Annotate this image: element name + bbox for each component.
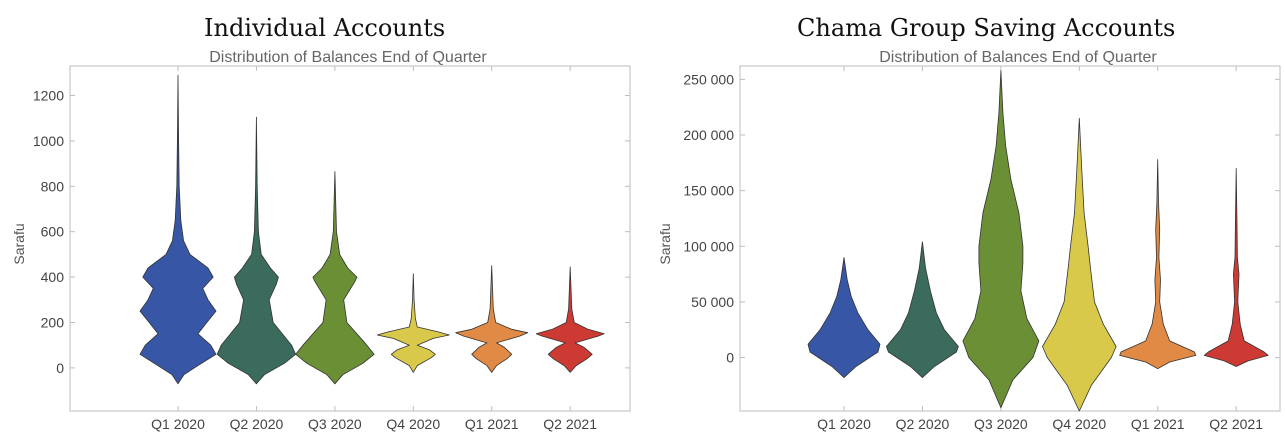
y-tick-label: 250 000 <box>683 71 734 87</box>
x-tick-label: Q3 2020 <box>974 416 1028 432</box>
chart-title-chama: Chama Group Saving Accounts <box>797 14 1176 42</box>
violin-q4-2020 <box>1042 117 1117 412</box>
x-tick-label: Q4 2020 <box>386 416 440 432</box>
x-tick-label: Q1 2020 <box>817 416 871 432</box>
violin-q2-2021 <box>535 266 605 373</box>
violin-q1-2020 <box>139 74 217 385</box>
violin-q4-2020 <box>376 273 450 373</box>
x-tick-label: Q2 2021 <box>1209 416 1263 432</box>
y-tick-label: 400 <box>41 269 65 285</box>
y-tick-label: 1200 <box>33 88 64 104</box>
x-tick-label: Q1 2021 <box>1131 416 1185 432</box>
y-tick-label: 100 000 <box>683 238 734 254</box>
x-tick-label: Q3 2020 <box>308 416 362 432</box>
violin-chart-chama: Distribution of Balances End of Quarter S… <box>657 49 1281 432</box>
y-tick-label: 1000 <box>33 133 64 149</box>
x-tick-label: Q4 2020 <box>1052 416 1106 432</box>
violin-q1-2021 <box>1119 159 1197 370</box>
violin-chart-individual: Distribution of Balances End of Quarter S… <box>11 49 631 432</box>
y-tick-label: 150 000 <box>683 183 734 199</box>
chart-subtitle: Distribution of Balances End of Quarter <box>879 49 1157 66</box>
y-tick-label: 800 <box>41 178 65 194</box>
violin-q3-2020 <box>962 70 1040 409</box>
y-tick-label: 50 000 <box>691 294 734 310</box>
x-tick-label: Q2 2021 <box>543 416 597 432</box>
x-tick-label: Q2 2020 <box>230 416 284 432</box>
chart-title-individual: Individual Accounts <box>204 14 446 42</box>
y-tick-label: 0 <box>56 360 64 376</box>
y-axis-label: Sarafu <box>11 223 27 264</box>
y-axis-label: Sarafu <box>657 223 673 264</box>
y-tick-label: 600 <box>41 224 65 240</box>
y-tick-label: 0 <box>726 350 734 366</box>
violin-q1-2021 <box>455 265 529 373</box>
plot-frame <box>739 65 1281 412</box>
violin-q2-2020 <box>886 241 959 378</box>
y-tick-label: 200 <box>41 314 65 330</box>
x-tick-label: Q2 2020 <box>896 416 950 432</box>
violin-q1-2020 <box>807 257 881 378</box>
violin-q2-2021 <box>1203 168 1269 367</box>
violin-q2-2020 <box>216 116 296 385</box>
x-tick-label: Q1 2021 <box>465 416 519 432</box>
x-tick-label: Q1 2020 <box>151 416 205 432</box>
plot-frame <box>69 65 631 412</box>
chart-subtitle: Distribution of Balances End of Quarter <box>209 49 487 66</box>
violin-q3-2020 <box>295 171 375 385</box>
y-tick-label: 200 000 <box>683 127 734 143</box>
